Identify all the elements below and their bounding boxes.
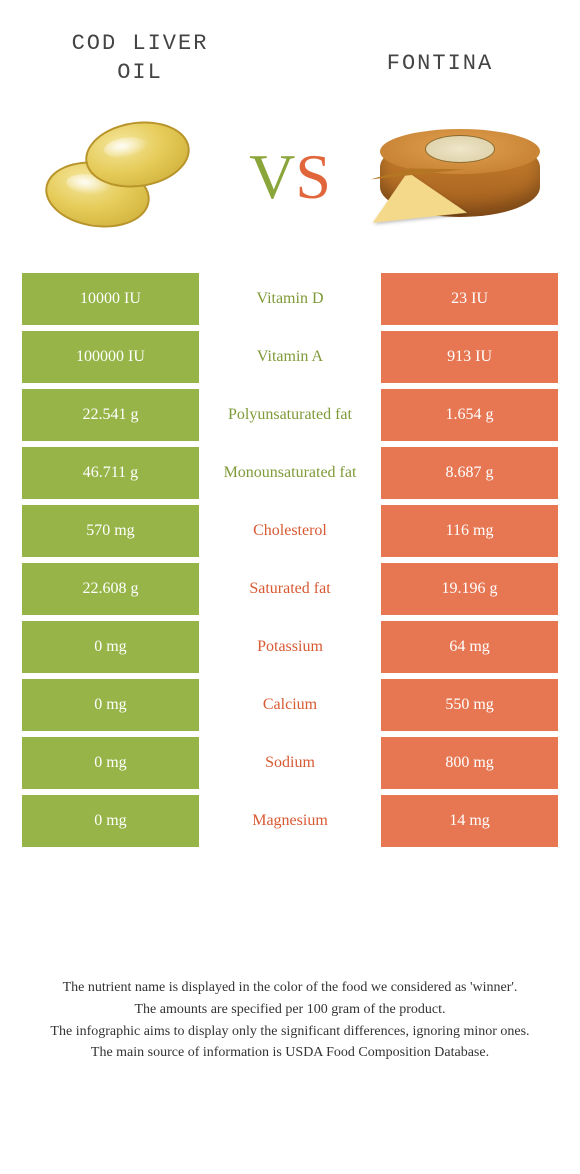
right-value: 800 mg <box>381 737 558 789</box>
vs-s: S <box>295 141 331 212</box>
right-value: 1.654 g <box>381 389 558 441</box>
table-row: 570 mgCholesterol116 mg <box>22 505 558 557</box>
table-row: 0 mgSodium800 mg <box>22 737 558 789</box>
left-value: 22.541 g <box>22 389 199 441</box>
nutrient-name: Saturated fat <box>199 563 381 615</box>
left-value: 0 mg <box>22 737 199 789</box>
right-value: 14 mg <box>381 795 558 847</box>
nutrient-name: Polyunsaturated fat <box>199 389 381 441</box>
table-row: 100000 IUVitamin A913 IU <box>22 331 558 383</box>
vs-label: VS <box>249 140 331 214</box>
footer-line: The main source of information is USDA F… <box>30 1042 550 1064</box>
images-row: VS <box>0 97 580 267</box>
footer-line: The nutrient name is displayed in the co… <box>30 977 550 999</box>
right-value: 19.196 g <box>381 563 558 615</box>
nutrient-name: Potassium <box>199 621 381 673</box>
right-value: 8.687 g <box>381 447 558 499</box>
nutrient-name: Cholesterol <box>199 505 381 557</box>
right-value: 64 mg <box>381 621 558 673</box>
table-row: 22.541 gPolyunsaturated fat1.654 g <box>22 389 558 441</box>
nutrient-name: Monounsaturated fat <box>199 447 381 499</box>
right-value: 550 mg <box>381 679 558 731</box>
table-row: 46.711 gMonounsaturated fat8.687 g <box>22 447 558 499</box>
nutrient-name: Vitamin D <box>199 273 381 325</box>
nutrient-name: Calcium <box>199 679 381 731</box>
left-value: 0 mg <box>22 679 199 731</box>
comparison-table: 10000 IUVitamin D23 IU 100000 IUVitamin A… <box>22 267 558 853</box>
left-value: 0 mg <box>22 795 199 847</box>
title-left: Cod liver oil <box>50 30 230 87</box>
table-row: 10000 IUVitamin D23 IU <box>22 273 558 325</box>
left-food-image <box>30 107 210 247</box>
nutrient-name: Vitamin A <box>199 331 381 383</box>
footer-notes: The nutrient name is displayed in the co… <box>30 977 550 1064</box>
nutrient-name: Magnesium <box>199 795 381 847</box>
vs-v: V <box>249 141 295 212</box>
right-value: 913 IU <box>381 331 558 383</box>
table-row: 22.608 gSaturated fat19.196 g <box>22 563 558 615</box>
left-value: 46.711 g <box>22 447 199 499</box>
footer-line: The amounts are specified per 100 gram o… <box>30 999 550 1021</box>
cheese-icon <box>375 117 545 237</box>
title-right: Fontina <box>350 30 530 87</box>
left-value: 0 mg <box>22 621 199 673</box>
nutrient-name: Sodium <box>199 737 381 789</box>
capsule-icon <box>45 122 195 232</box>
left-value: 100000 IU <box>22 331 199 383</box>
footer-line: The infographic aims to display only the… <box>30 1021 550 1043</box>
header: Cod liver oil Fontina <box>0 0 580 97</box>
left-value: 22.608 g <box>22 563 199 615</box>
table-row: 0 mgPotassium64 mg <box>22 621 558 673</box>
table-row: 0 mgCalcium550 mg <box>22 679 558 731</box>
left-value: 10000 IU <box>22 273 199 325</box>
right-food-image <box>370 107 550 247</box>
table-row: 0 mgMagnesium14 mg <box>22 795 558 847</box>
right-value: 116 mg <box>381 505 558 557</box>
right-value: 23 IU <box>381 273 558 325</box>
left-value: 570 mg <box>22 505 199 557</box>
